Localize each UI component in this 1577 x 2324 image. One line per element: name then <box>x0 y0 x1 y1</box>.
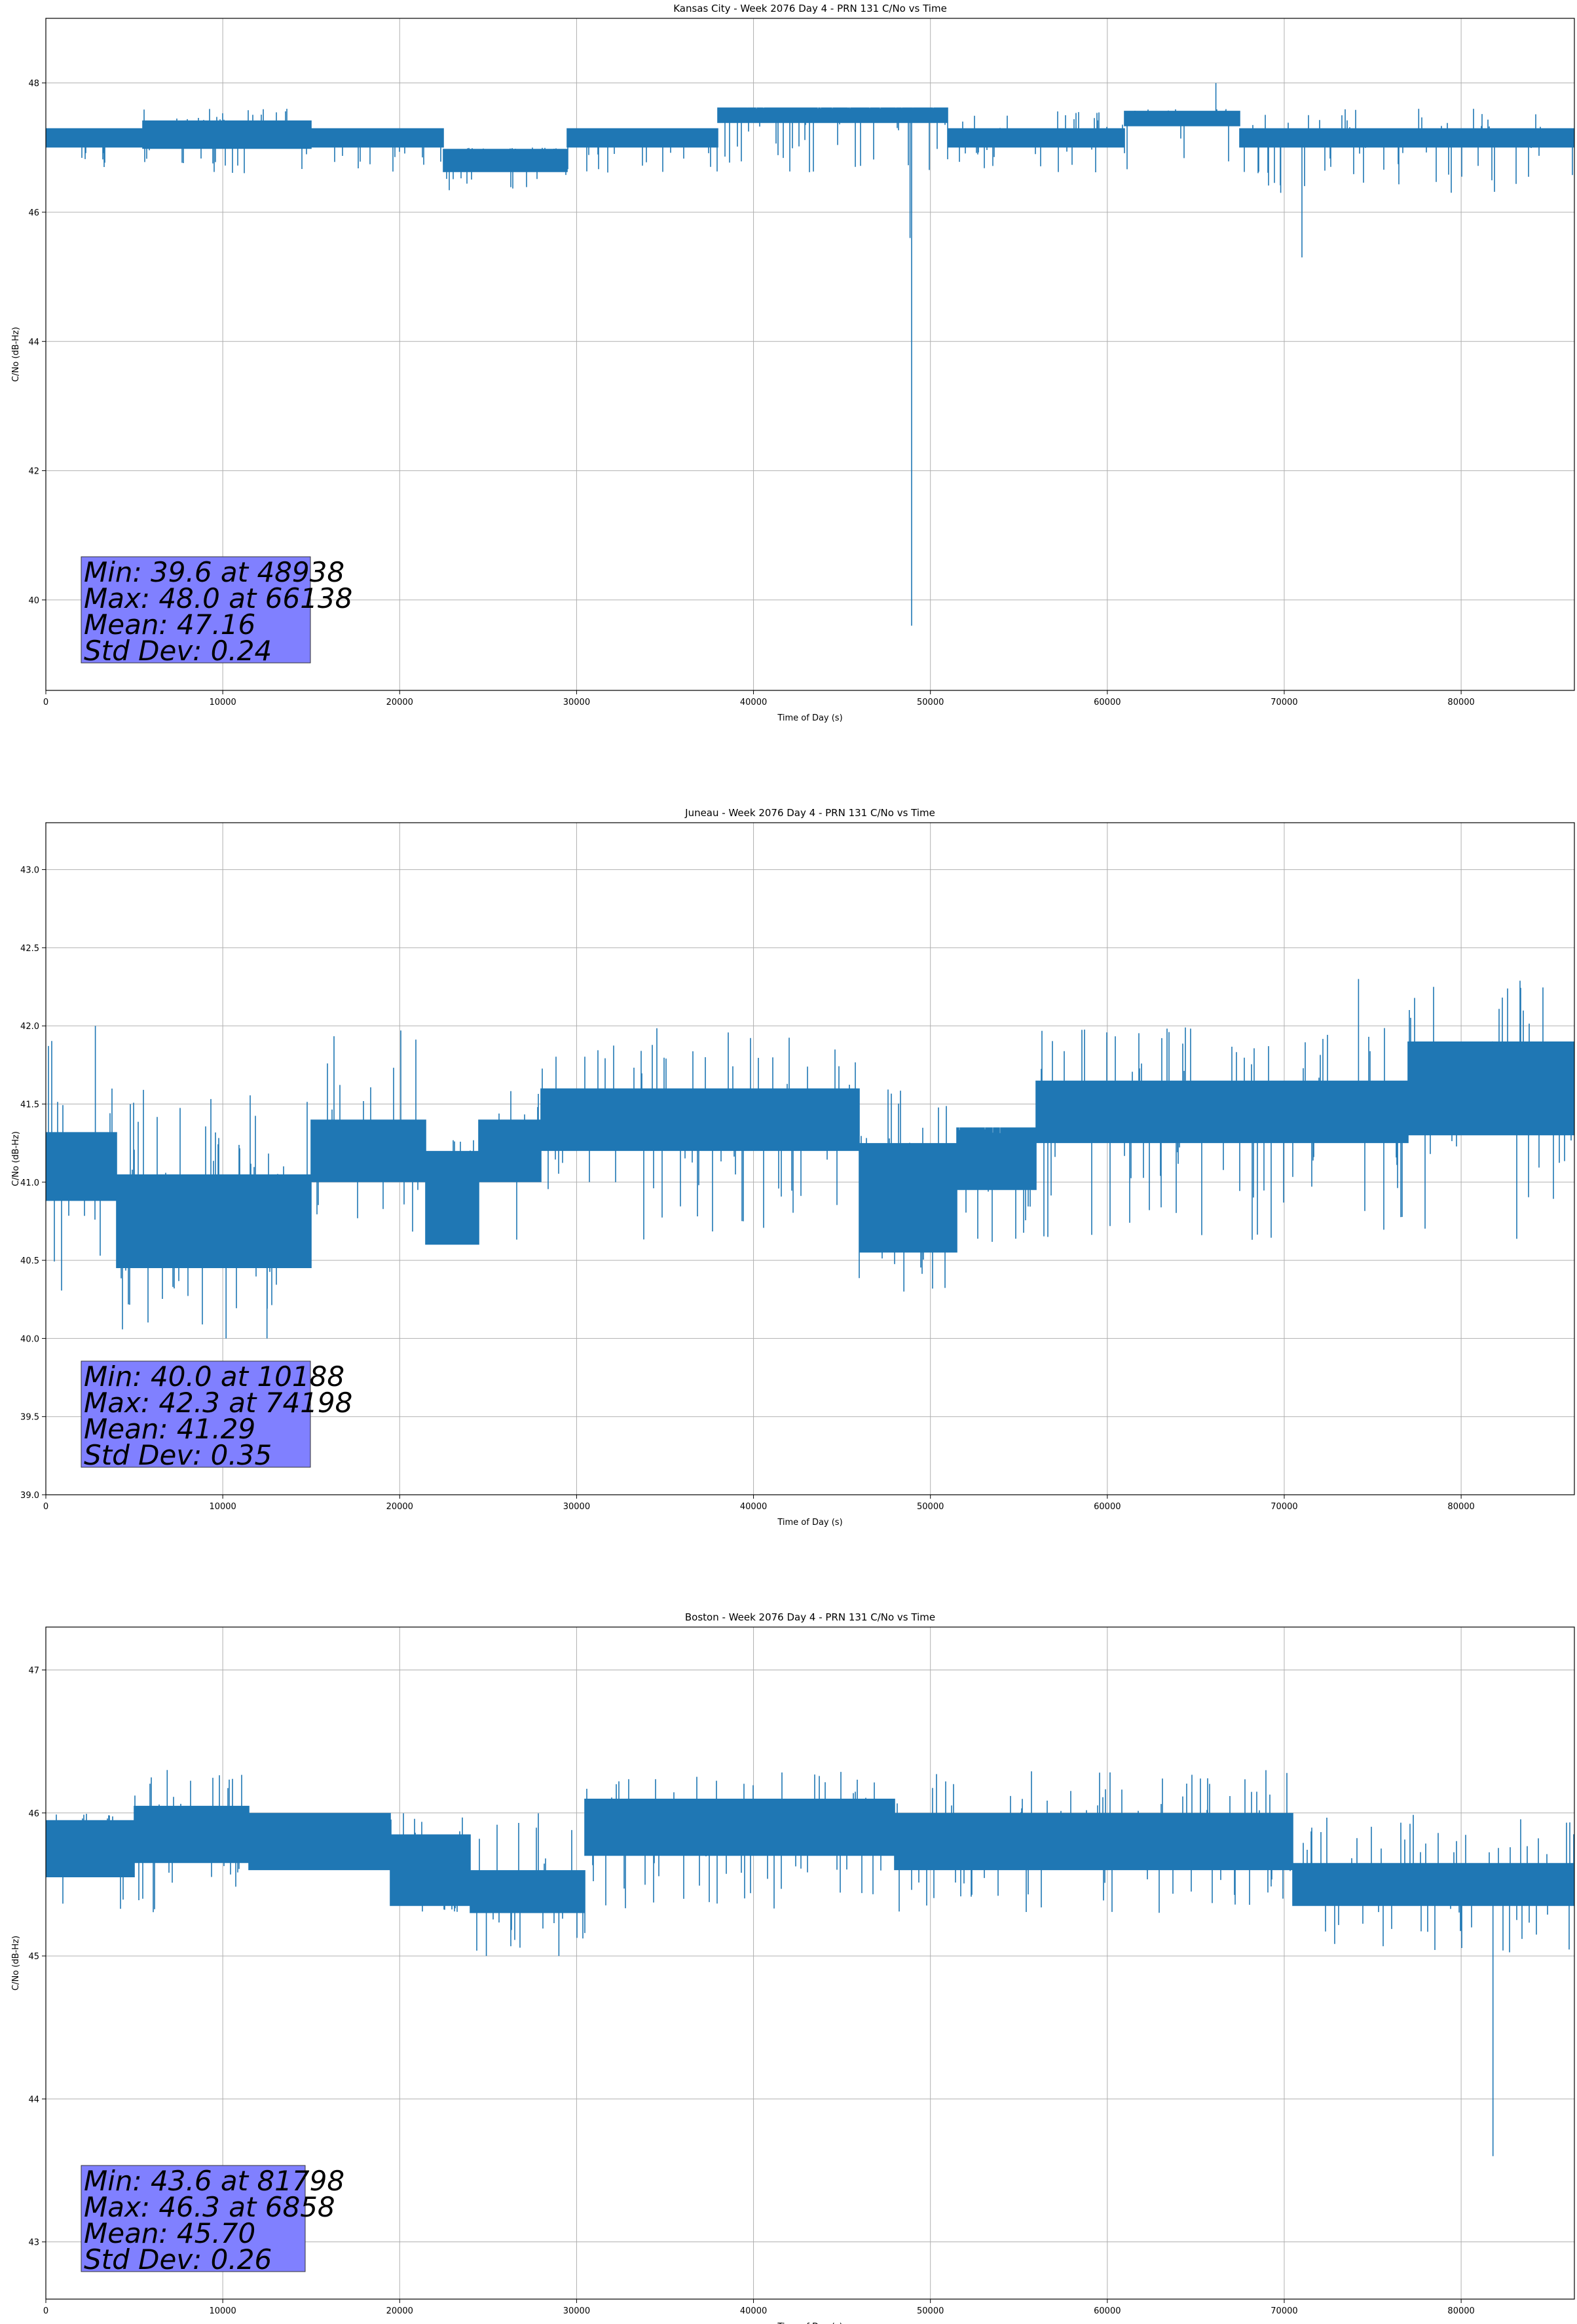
y-tick-label: 47 <box>28 1666 39 1676</box>
y-tick-label: 46 <box>28 1809 39 1819</box>
y-tick-label: 40.5 <box>20 1256 39 1266</box>
x-tick-label: 30000 <box>563 698 590 707</box>
stats-line: Min: 43.6 at 81798 <box>84 2165 344 2197</box>
x-tick-label: 20000 <box>386 1502 413 1512</box>
x-tick-label: 60000 <box>1094 2306 1121 2316</box>
stats-box <box>81 2165 306 2272</box>
x-tick-label: 40000 <box>740 698 767 707</box>
x-tick-label: 70000 <box>1271 2306 1297 2316</box>
x-tick-label: 50000 <box>917 2306 944 2316</box>
series-line <box>46 979 1574 1339</box>
x-tick-label: 50000 <box>917 1502 944 1512</box>
chart-panel: 0 10000 20000 30000 40000 50000 60000 70000 8000… <box>11 807 1575 1527</box>
x-tick-label: 30000 <box>563 1502 590 1512</box>
x-axis-label: Time of Day (s) <box>777 1518 842 1527</box>
plot-frame <box>45 1626 1575 2300</box>
series-line <box>46 83 1574 626</box>
x-tick-label: 60000 <box>1094 698 1121 707</box>
y-tick-label: 45 <box>28 1952 39 1962</box>
stats-line: Std Dev: 0.24 <box>84 635 272 667</box>
x-tick-label: 50000 <box>917 698 944 707</box>
y-tick-label: 39.0 <box>20 1491 39 1501</box>
x-tick-label: 70000 <box>1271 1502 1297 1512</box>
x-axis-label: Time of Day (s) <box>777 713 842 723</box>
x-tick-label: 40000 <box>740 1502 767 1512</box>
x-tick-label: 40000 <box>740 2306 767 2316</box>
x-tick-label: 10000 <box>209 2306 236 2316</box>
y-tick-label: 43 <box>28 2238 39 2248</box>
stats-box <box>81 556 311 664</box>
y-tick-label: 44 <box>28 337 39 347</box>
x-tick-label: 10000 <box>209 698 236 707</box>
x-tick-label: 20000 <box>386 2306 413 2316</box>
chart-panel: 0 10000 20000 30000 40000 50000 60000 70000 8000… <box>11 3 1575 723</box>
y-tick-label: 41.5 <box>20 1100 39 1110</box>
y-axis-label: C/No (dB-Hz) <box>11 1936 21 1991</box>
chart-title: Boston - Week 2076 Day 4 - PRN 131 C/No … <box>685 1611 935 1623</box>
stats-line: Std Dev: 0.26 <box>84 2243 272 2276</box>
x-tick-label: 80000 <box>1447 1502 1474 1512</box>
series-line <box>46 1770 1574 2156</box>
y-axis-label: C/No (dB-Hz) <box>11 1131 21 1186</box>
x-tick-label: 80000 <box>1447 2306 1474 2316</box>
stats-line: Min: 39.6 at 48938 <box>84 556 344 588</box>
stats-line: Max: 46.3 at 6858 <box>84 2191 335 2223</box>
y-tick-label: 40.0 <box>20 1334 39 1344</box>
x-tick-label: 0 <box>43 698 48 707</box>
y-tick-label: 42 <box>28 467 39 477</box>
chart-panel: 0 10000 20000 30000 40000 50000 60000 70000 8000… <box>11 1611 1575 2324</box>
y-tick-label: 43.0 <box>20 866 39 876</box>
x-tick-label: 10000 <box>209 1502 236 1512</box>
x-axis-label: Time of Day (s) <box>777 2322 842 2324</box>
stats-box <box>81 1360 311 1468</box>
y-tick-label: 44 <box>28 2095 39 2105</box>
stats-line: Min: 40.0 at 10188 <box>84 1360 344 1393</box>
plot-frame <box>45 822 1575 1495</box>
x-tick-label: 20000 <box>386 698 413 707</box>
stats-line: Std Dev: 0.35 <box>84 1439 272 1471</box>
x-tick-label: 0 <box>43 2306 48 2316</box>
y-tick-label: 42.5 <box>20 944 39 954</box>
stats-line: Mean: 47.16 <box>84 609 255 641</box>
chart-title: Kansas City - Week 2076 Day 4 - PRN 131 … <box>673 3 947 14</box>
y-tick-label: 42.0 <box>20 1022 39 1032</box>
stats-line: Mean: 41.29 <box>84 1413 255 1445</box>
stats-line: Max: 42.3 at 74198 <box>84 1387 352 1419</box>
y-tick-label: 40 <box>28 596 39 606</box>
x-tick-label: 80000 <box>1447 698 1474 707</box>
y-tick-label: 39.5 <box>20 1413 39 1423</box>
chart-title: Juneau - Week 2076 Day 4 - PRN 131 C/No … <box>684 807 935 819</box>
x-tick-label: 60000 <box>1094 1502 1121 1512</box>
y-axis-label: C/No (dB-Hz) <box>11 327 21 382</box>
y-tick-label: 41.0 <box>20 1178 39 1188</box>
x-tick-label: 70000 <box>1271 698 1297 707</box>
x-tick-label: 0 <box>43 1502 48 1512</box>
plot-frame <box>45 18 1575 691</box>
y-tick-label: 48 <box>28 79 39 89</box>
y-tick-label: 46 <box>28 208 39 218</box>
stats-line: Mean: 45.70 <box>84 2217 255 2249</box>
x-tick-label: 30000 <box>563 2306 590 2316</box>
stats-line: Max: 48.0 at 66138 <box>84 582 352 614</box>
